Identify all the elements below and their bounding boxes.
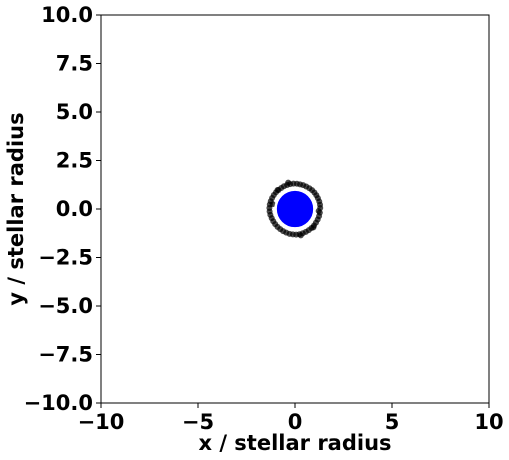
y-tick-label: 0.0 bbox=[56, 197, 93, 221]
y-tick-label: 2.5 bbox=[56, 149, 93, 173]
x-tick-label: 0 bbox=[288, 410, 303, 434]
plot-frame bbox=[100, 14, 490, 404]
y-tick-label: −10.0 bbox=[24, 391, 93, 415]
y-axis-label: y / stellar radius bbox=[4, 112, 28, 305]
particle-point bbox=[297, 232, 304, 239]
star-disk bbox=[274, 188, 316, 230]
particle-point bbox=[285, 179, 292, 186]
x-tick-label: −5 bbox=[182, 410, 214, 434]
ticks-layer: −10 −5 0 5 10 −10.0 −7.5 −5.0 −2.5 0.0 2.5 5.0 7.5 10… bbox=[24, 3, 504, 434]
y-tick-label: 5.0 bbox=[56, 100, 93, 124]
particle-point bbox=[310, 224, 317, 231]
x-axis-label: x / stellar radius bbox=[198, 431, 391, 455]
y-tick-label: −5.0 bbox=[38, 294, 93, 318]
y-tick-label: −7.5 bbox=[38, 343, 93, 367]
particle-point bbox=[274, 186, 281, 193]
y-tick-label: −2.5 bbox=[38, 246, 93, 270]
y-tick-label: 10.0 bbox=[41, 3, 93, 27]
y-tick-label: 7.5 bbox=[56, 52, 93, 76]
particle-point bbox=[315, 207, 322, 214]
particle-point bbox=[269, 201, 276, 208]
marks-layer bbox=[266, 179, 324, 239]
x-tick-label: 5 bbox=[385, 410, 400, 434]
x-tick-label: −10 bbox=[78, 410, 125, 434]
x-tick-label: 10 bbox=[474, 410, 503, 434]
